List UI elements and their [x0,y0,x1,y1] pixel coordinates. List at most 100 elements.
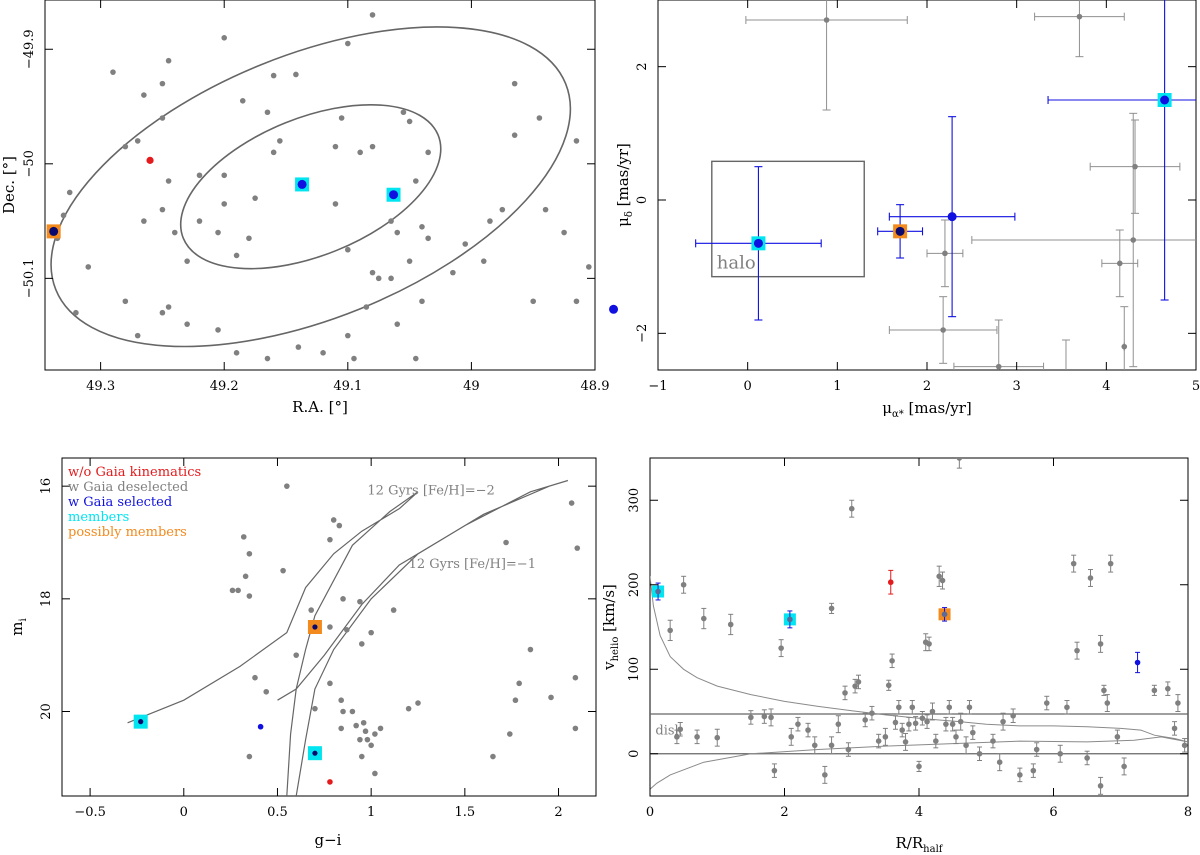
pm-ytick-label: 0 [635,196,650,204]
rv-gray-point [909,704,916,711]
rv-gray-point [788,734,795,740]
sky-axes-frame [44,0,596,371]
cmd-gray-point [242,573,249,580]
rv-gray-point [966,704,973,711]
sky-gray-point [536,115,543,121]
sky-gray-point [487,218,493,224]
sky-gray-point [264,355,271,362]
cmd-ytick-label: 18 [39,591,54,608]
sky-gray-point [246,235,252,242]
rv-gray-point [1084,755,1090,761]
rv-gray-point [1017,772,1023,778]
cmd-gray-point [246,550,253,557]
sky-ytick-label: −49.9 [22,29,37,69]
sky-ylabel: Dec. [°] [0,156,18,214]
cmd-isochrone-fe2 [127,491,419,796]
rv-gray-point [1171,725,1178,732]
pm-axes-frame [657,0,1197,371]
rv-gray-point [1097,783,1104,789]
rv-gray-point [848,505,855,512]
rv-gray-point [957,718,964,725]
sky-gray-point [462,241,469,247]
rv-gray-point [761,713,768,720]
rv-gray-point [680,581,687,588]
pm-ytick-label: 2 [635,63,650,71]
rv-gray-point [727,621,734,628]
rv-points [652,458,1188,795]
pm-ytick-label: −2 [635,324,650,343]
sky-gray-point [450,269,456,276]
cmd-gray-point [235,587,241,594]
rv-gray-point [845,746,852,753]
rv-gray-point [869,710,875,716]
rv-gray-point [1165,685,1171,692]
cmd-points [133,483,581,785]
sky-gray-point [542,206,549,213]
rv-gray-point [1070,560,1077,567]
sky-gray-point [159,206,166,213]
cmd-gray-point [362,728,369,735]
rv-gray-point [748,714,754,721]
sky-gray-point [369,269,376,276]
rv-possible-member-point [941,611,948,618]
sky-gray-point [66,189,73,196]
rv-gray-point [842,690,848,696]
rv-gray-point [694,734,700,740]
sky-xtick-label: 48.9 [581,379,610,394]
sky-gray-point [221,172,228,179]
cmd-blue-point [257,723,264,730]
cmd-gray-point [308,607,315,613]
sky-gray-point [400,109,407,116]
rv-gray-point [896,704,902,711]
cmd-isochrone-fe2-label: 12 Gyrs [Fe/H]=−2 [367,484,494,499]
sky-gray-point [320,350,326,356]
cmd-gray-point [284,483,290,489]
sky-gray-point [134,138,141,144]
cmd-gray-point [338,697,344,704]
cmd-gray-point [229,587,236,594]
cmd-legend-entry: w/o Gaia kinematics [68,465,201,480]
cmd-axes-frame [61,457,597,797]
sky-gray-point [110,69,116,75]
cmd-gray-point [358,641,365,647]
cmd-legend-entry: members [68,510,129,525]
rv-gray-point [795,721,801,727]
cmd-gray-point [364,736,371,743]
pm-xtick-label: 1 [833,379,841,394]
rv-member-point [655,588,661,595]
cmd-gray-point [293,652,300,658]
sky-gray-point [394,321,401,327]
sky-gray-point [196,172,203,179]
rv-gray-point [916,763,922,770]
rv-gray-point [933,738,939,744]
cmd-gray-point [548,694,554,701]
cmd-legend-entry: possibly members [68,525,187,540]
sky-gray-point [233,252,240,259]
rv-gray-point [1000,718,1006,725]
rv-gray-point [768,714,774,721]
rv-gray-point [885,682,892,689]
sky-gray-point [586,264,592,270]
pm-gray-point [942,250,948,257]
cmd-gray-point [327,624,333,630]
sky-gray-point [73,309,79,316]
cmd-gray-point [340,708,346,715]
sky-gray-point [369,143,376,150]
sky-ellipse [50,26,572,348]
cmd-gray-point [372,770,378,777]
sky-gray-point [159,80,166,87]
rv-ytick-label: 100 [627,657,642,682]
sky-gray-point [388,275,394,282]
pm-xtick-label: −1 [648,379,667,394]
rv-gray-point [1043,700,1050,706]
sky-gray-point [196,218,203,224]
cmd-gray-point [507,731,513,737]
sky-ytick-label: −50 [22,150,37,177]
pm-xtick-label: 3 [1013,379,1021,394]
rv-clipped [650,576,1188,790]
cmd-gray-point [246,593,253,599]
sky-gray-point [270,72,277,79]
cmd-gray-point [503,539,509,546]
pm-xtick-label: 4 [1102,379,1110,394]
